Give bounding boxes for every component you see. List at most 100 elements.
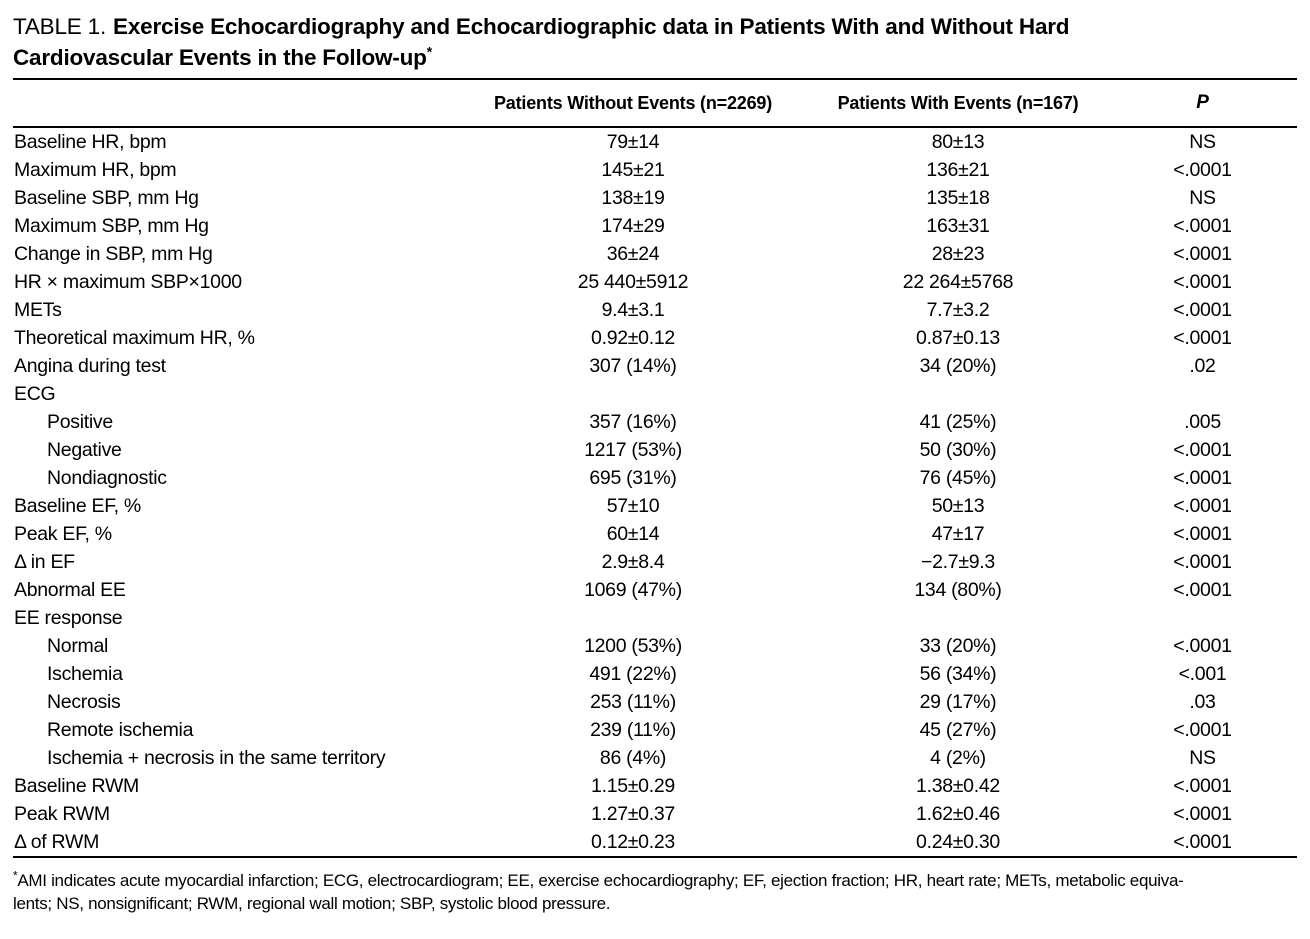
value-without-events: 253 (11%): [590, 690, 676, 713]
value-with-events: 76 (45%): [919, 466, 997, 489]
value-with-events: [808, 380, 1108, 408]
table-row: Normal 1200 (53%) 33 (20%) <.0001: [13, 632, 1297, 660]
column-header-without-events: Patients Without Events (n=2269): [458, 79, 808, 128]
row-label: Angina during test: [14, 354, 166, 377]
table-title-line1: Exercise Echocardiography and Echocardio…: [113, 14, 1070, 39]
value-without-events: [458, 380, 808, 408]
row-label: Positive: [47, 410, 113, 433]
row-label: Remote ischemia: [47, 718, 194, 741]
value-with-events: 1.62±0.46: [916, 802, 1000, 825]
p-value: <.0001: [1173, 578, 1232, 601]
row-label: Abnormal EE: [14, 578, 126, 601]
value-without-events: 60±14: [606, 522, 660, 545]
row-label: Ischemia + necrosis in the same territor…: [47, 746, 386, 769]
table-row: Peak EF, % 60±14 47±17 <.0001: [13, 520, 1297, 548]
value-without-events: 1217 (53%): [584, 438, 682, 461]
value-with-events: 56 (34%): [919, 662, 997, 685]
value-without-events: 1.15±0.29: [591, 774, 675, 797]
footnote-line1: AMI indicates acute myocardial infarctio…: [17, 871, 1184, 890]
table-row: Baseline HR, bpm 79±14 80±13 NS: [13, 127, 1297, 156]
footnote-line2: lents; NS, nonsignificant; RWM, regional…: [13, 894, 611, 913]
value-with-events: 33 (20%): [919, 634, 997, 657]
column-header-with-events: Patients With Events (n=167): [808, 79, 1108, 128]
p-value: .02: [1189, 354, 1216, 377]
table-row: Δ of RWM 0.12±0.23 0.24±0.30 <.0001: [13, 828, 1297, 857]
value-with-events: 7.7±3.2: [926, 298, 990, 321]
p-value: [1108, 380, 1297, 408]
p-value: NS: [1189, 746, 1216, 769]
table-title: TABLE 1. Exercise Echocardiography and Ec…: [0, 0, 1310, 73]
value-with-events: 45 (27%): [919, 718, 997, 741]
table-row: METs 9.4±3.1 7.7±3.2 <.0001: [13, 296, 1297, 324]
column-header-empty: [13, 79, 458, 128]
title-footnote-marker: *: [426, 43, 432, 60]
value-with-events: 47±17: [931, 522, 985, 545]
p-value: <.0001: [1173, 494, 1232, 517]
value-without-events: 9.4±3.1: [601, 298, 665, 321]
table-row: Remote ischemia 239 (11%) 45 (27%) <.0001: [13, 716, 1297, 744]
value-with-events: 28±23: [931, 242, 985, 265]
value-without-events: 174±29: [601, 214, 665, 237]
row-label: Baseline RWM: [14, 774, 139, 797]
p-value: .005: [1184, 410, 1221, 433]
value-without-events: 695 (31%): [589, 466, 677, 489]
data-table: Patients Without Events (n=2269) Patient…: [13, 78, 1297, 858]
row-label: Peak EF, %: [14, 522, 112, 545]
value-with-events: 50 (30%): [919, 438, 997, 461]
table-title-line2: Cardiovascular Events in the Follow-up: [13, 45, 427, 70]
value-without-events: 25 440±5912: [577, 270, 689, 293]
p-value: <.0001: [1173, 774, 1232, 797]
row-label: Baseline EF, %: [14, 494, 141, 517]
row-label: Maximum HR, bpm: [14, 158, 177, 181]
value-without-events: 36±24: [606, 242, 660, 265]
value-without-events: 0.92±0.12: [591, 326, 675, 349]
row-label: Ischemia: [47, 662, 123, 685]
row-label: Δ in EF: [14, 550, 75, 573]
value-without-events: 79±14: [606, 130, 660, 153]
table-row: Peak RWM 1.27±0.37 1.62±0.46 <.0001: [13, 800, 1297, 828]
table-row: Negative 1217 (53%) 50 (30%) <.0001: [13, 436, 1297, 464]
p-value: <.0001: [1173, 242, 1232, 265]
row-label: EE response: [14, 606, 123, 629]
value-without-events: 145±21: [601, 158, 665, 181]
value-without-events: 1.27±0.37: [591, 802, 675, 825]
header-row: Patients Without Events (n=2269) Patient…: [13, 79, 1297, 128]
value-with-events: 4 (2%): [930, 746, 986, 769]
p-value: <.0001: [1173, 158, 1232, 181]
row-label: Δ of RWM: [14, 830, 100, 853]
table-row: Baseline SBP, mm Hg 138±19 135±18 NS: [13, 184, 1297, 212]
row-label: Negative: [47, 438, 122, 461]
p-value: <.0001: [1173, 802, 1232, 825]
table-row: Baseline EF, % 57±10 50±13 <.0001: [13, 492, 1297, 520]
table-row: Ischemia + necrosis in the same territor…: [13, 744, 1297, 772]
value-without-events: 2.9±8.4: [601, 550, 665, 573]
row-label: Normal: [47, 634, 109, 657]
row-label: Theoretical maximum HR, %: [14, 326, 255, 349]
row-label: Maximum SBP, mm Hg: [14, 214, 209, 237]
value-with-events: 0.24±0.30: [916, 830, 1000, 853]
table-header: Patients Without Events (n=2269) Patient…: [13, 79, 1297, 128]
value-without-events: 491 (22%): [589, 662, 677, 685]
value-without-events: 138±19: [601, 186, 665, 209]
table-row: Theoretical maximum HR, % 0.92±0.12 0.87±0…: [13, 324, 1297, 352]
value-with-events: 80±13: [931, 130, 985, 153]
table-row: Nondiagnostic 695 (31%) 76 (45%) <.0001: [13, 464, 1297, 492]
p-value: NS: [1189, 186, 1216, 209]
p-value: <.001: [1178, 662, 1227, 685]
value-with-events: 22 264±5768: [902, 270, 1014, 293]
value-without-events: 1069 (47%): [584, 578, 682, 601]
p-value: <.0001: [1173, 522, 1232, 545]
p-value: NS: [1189, 130, 1216, 153]
value-with-events: 50±13: [931, 494, 985, 517]
footnote-asterisk: *: [13, 868, 18, 883]
p-value: [1108, 604, 1297, 632]
table-row: Necrosis 253 (11%) 29 (17%) .03: [13, 688, 1297, 716]
table-row: Abnormal EE 1069 (47%) 134 (80%) <.0001: [13, 576, 1297, 604]
value-with-events: 41 (25%): [919, 410, 997, 433]
table-title-text: Exercise Echocardiography and Echocardio…: [13, 14, 1070, 70]
value-without-events: 0.12±0.23: [591, 830, 675, 853]
value-with-events: 136±21: [926, 158, 990, 181]
value-without-events: 307 (14%): [589, 354, 677, 377]
row-label: Baseline SBP, mm Hg: [14, 186, 199, 209]
